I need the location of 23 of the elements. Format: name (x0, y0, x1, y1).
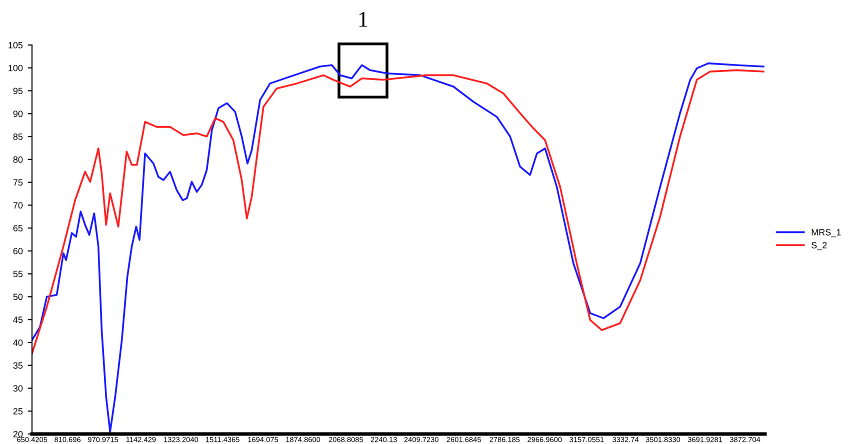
line-series (32, 69, 764, 354)
y-tick-label: 60 (13, 248, 23, 254)
y-tick-label: 30 (13, 385, 23, 392)
y-tick-label: 25 (13, 408, 23, 414)
y-tick-label: 55 (13, 270, 23, 278)
y-tick-label: 20 (13, 430, 23, 438)
y-tick-label: 105 (8, 42, 23, 48)
legend-label: S_2 (812, 242, 827, 250)
y-tick-label: 70 (13, 202, 23, 209)
y-tick-label: 85 (13, 133, 23, 140)
line-series (32, 62, 764, 433)
legend-label: MRS_1 (812, 229, 841, 238)
text: 1 (359, 12, 368, 27)
y-tick-label: 100 (8, 64, 23, 72)
y-tick-label: 90 (13, 110, 23, 118)
y-tick-label: 40 (13, 339, 23, 346)
y-tick-label: 75 (13, 179, 23, 186)
y-tick-label: 50 (13, 294, 23, 300)
y-tick-label: 35 (13, 362, 23, 369)
y-tick-label: 95 (13, 88, 23, 94)
y-tick-label: 80 (13, 156, 23, 163)
y-tick-label: 45 (13, 316, 23, 323)
y-tick-label: 65 (13, 225, 23, 232)
